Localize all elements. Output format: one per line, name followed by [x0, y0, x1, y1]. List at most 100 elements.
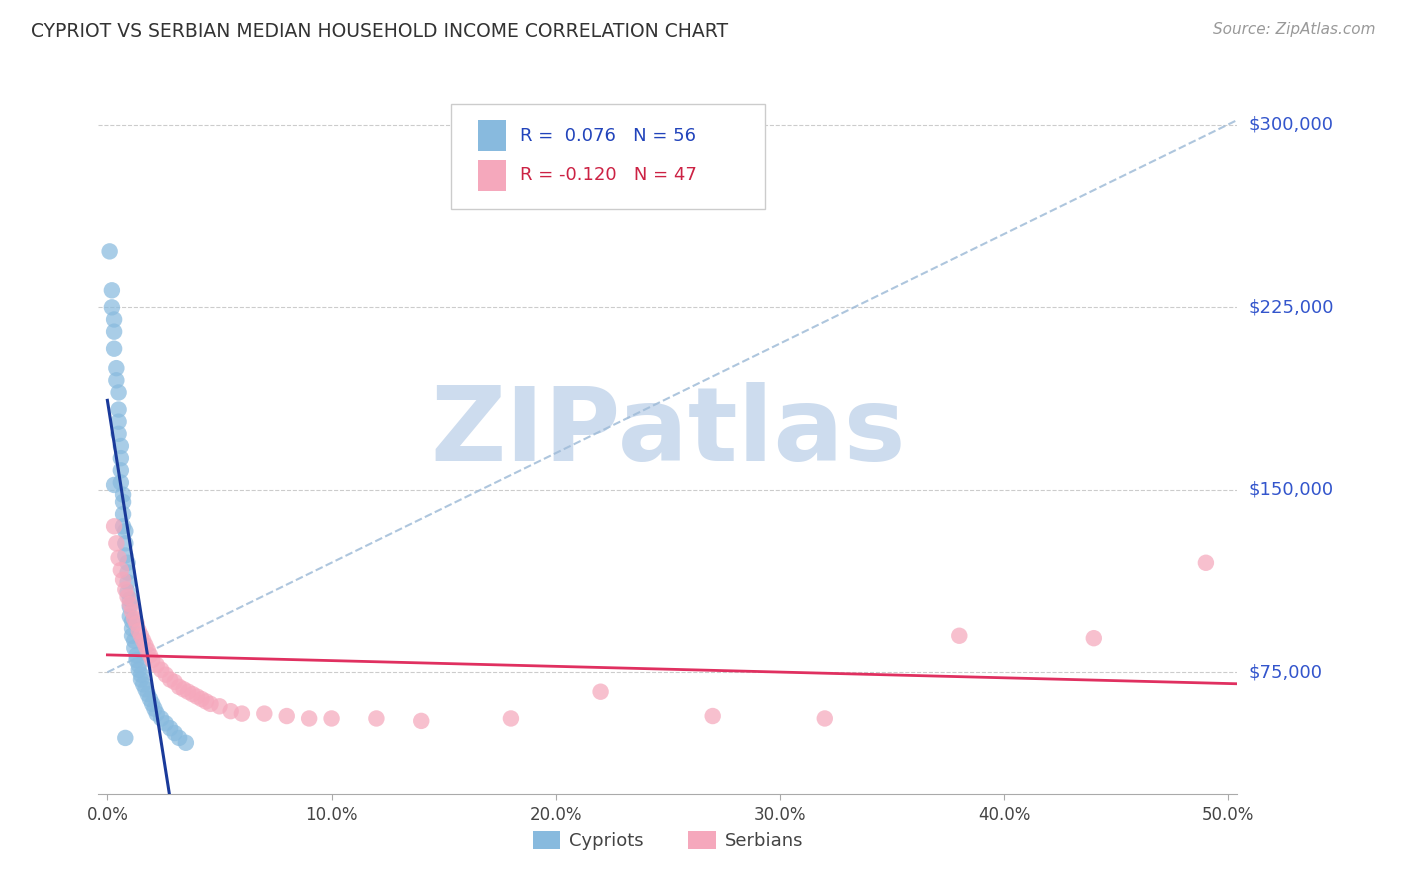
Bar — [478, 120, 506, 151]
Point — [114, 524, 136, 538]
Text: R =  0.076   N = 56: R = 0.076 N = 56 — [520, 127, 696, 145]
Point — [124, 612, 146, 626]
Point — [110, 463, 132, 477]
Point — [163, 726, 186, 740]
Point — [110, 451, 132, 466]
Point — [132, 633, 155, 648]
Point — [114, 731, 136, 745]
Point — [129, 667, 152, 681]
Point — [117, 556, 139, 570]
Point — [128, 663, 150, 677]
Point — [136, 687, 159, 701]
Point — [112, 573, 135, 587]
Point — [167, 731, 190, 745]
Point — [128, 624, 150, 638]
Point — [298, 711, 321, 725]
Point — [141, 653, 163, 667]
Point — [121, 629, 143, 643]
Point — [136, 643, 159, 657]
Text: Source: ZipAtlas.com: Source: ZipAtlas.com — [1212, 22, 1375, 37]
Point — [121, 604, 143, 618]
Point — [174, 736, 197, 750]
Point — [103, 342, 125, 356]
Point — [107, 402, 129, 417]
Point — [114, 536, 136, 550]
Point — [129, 673, 152, 687]
Point — [118, 592, 141, 607]
Point — [186, 690, 208, 704]
Point — [366, 711, 388, 725]
Point — [107, 426, 129, 441]
Text: $300,000: $300,000 — [1249, 116, 1333, 134]
Point — [124, 633, 146, 648]
Text: CYPRIOT VS SERBIAN MEDIAN HOUSEHOLD INCOME CORRELATION CHART: CYPRIOT VS SERBIAN MEDIAN HOUSEHOLD INCO… — [31, 22, 728, 41]
Point — [125, 653, 148, 667]
Point — [117, 566, 139, 580]
Point — [114, 582, 136, 597]
Point — [103, 478, 125, 492]
Point — [181, 687, 204, 701]
Point — [200, 697, 222, 711]
Point — [702, 709, 724, 723]
Point — [155, 716, 177, 731]
Text: $75,000: $75,000 — [1249, 664, 1323, 681]
Point — [139, 648, 162, 663]
Point — [128, 657, 150, 672]
Legend: Cypriots, Serbians: Cypriots, Serbians — [526, 823, 810, 857]
Point — [110, 475, 132, 490]
Point — [117, 585, 139, 599]
Point — [163, 675, 186, 690]
Text: $150,000: $150,000 — [1249, 481, 1333, 499]
Point — [107, 385, 129, 400]
Point — [105, 361, 128, 376]
Point — [231, 706, 253, 721]
Point — [112, 488, 135, 502]
Point — [114, 549, 136, 563]
Point — [411, 714, 433, 728]
Point — [155, 667, 177, 681]
Point — [1195, 556, 1218, 570]
Point — [253, 706, 276, 721]
Point — [103, 325, 125, 339]
Point — [948, 629, 970, 643]
Point — [321, 711, 343, 725]
Bar — [478, 161, 506, 191]
Point — [190, 692, 212, 706]
Point — [125, 648, 148, 663]
Point — [129, 629, 152, 643]
Point — [141, 697, 163, 711]
Point — [159, 721, 181, 735]
Point — [101, 301, 124, 315]
Point — [1083, 631, 1105, 645]
Point — [219, 704, 242, 718]
Point — [105, 536, 128, 550]
Point — [145, 706, 167, 721]
Point — [103, 312, 125, 326]
Point — [134, 682, 156, 697]
Point — [105, 373, 128, 387]
Point — [143, 702, 166, 716]
Text: ZIPatlas: ZIPatlas — [430, 382, 905, 483]
Point — [112, 507, 135, 521]
FancyBboxPatch shape — [451, 103, 765, 209]
Point — [107, 415, 129, 429]
Point — [139, 692, 162, 706]
Point — [118, 597, 141, 611]
Text: R = -0.120   N = 47: R = -0.120 N = 47 — [520, 167, 697, 185]
Point — [167, 680, 190, 694]
Point — [118, 599, 141, 614]
Point — [177, 684, 200, 698]
Point — [110, 563, 132, 577]
Point — [98, 244, 121, 259]
Point — [118, 609, 141, 624]
Point — [150, 711, 173, 725]
Point — [159, 673, 181, 687]
Text: $225,000: $225,000 — [1249, 298, 1334, 317]
Point — [101, 283, 124, 297]
Point — [499, 711, 522, 725]
Point — [276, 709, 298, 723]
Point — [121, 622, 143, 636]
Point — [103, 519, 125, 533]
Point — [107, 550, 129, 565]
Point — [117, 575, 139, 590]
